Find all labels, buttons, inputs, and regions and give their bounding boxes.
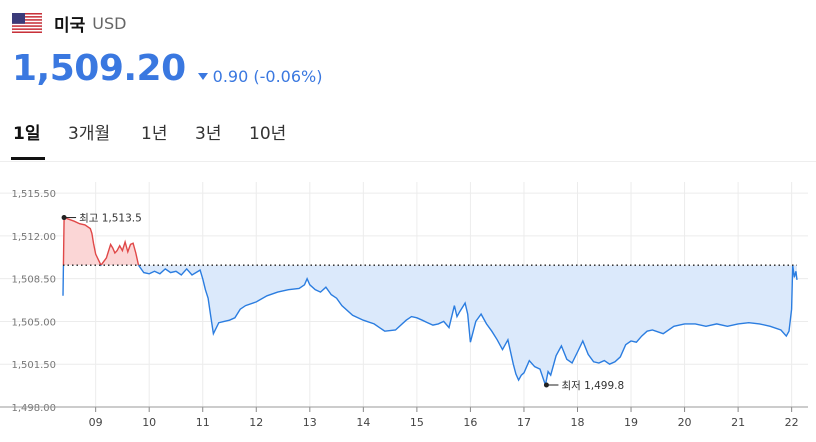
us-flag-icon <box>12 13 42 33</box>
x-tick-label: 17 <box>517 416 531 429</box>
price-chart[interactable]: 1,515.50 1,512.00 1,508.50 1,505.00 1,501.50… <box>0 170 816 440</box>
y-tick-label: 1,512.00 <box>11 232 56 243</box>
x-tick-label: 20 <box>678 416 692 429</box>
price-change-value: 0.90 (-0.06%) <box>212 67 323 86</box>
tab-1d[interactable]: 1일 <box>13 124 41 144</box>
max-marker <box>61 215 67 221</box>
min-label: 최저 1,499.8 <box>561 380 624 392</box>
min-marker <box>543 382 549 388</box>
down-triangle-icon <box>197 73 208 80</box>
currency-code: USD <box>92 13 127 33</box>
x-tick-label: 21 <box>731 416 745 429</box>
price-change: 0.90 (-0.06%) <box>197 67 323 86</box>
x-tick-label: 10 <box>142 416 156 429</box>
area-above-baseline <box>63 217 797 266</box>
area-below-baseline <box>63 265 797 385</box>
period-tabs: 1일 3개월 1년 3년 10년 <box>0 115 816 162</box>
x-tick-label: 16 <box>463 416 477 429</box>
x-tick-label: 14 <box>356 416 370 429</box>
x-tick-label: 09 <box>89 416 103 429</box>
header: 미국 USD <box>12 10 126 36</box>
x-tick-label: 11 <box>196 416 210 429</box>
x-tick-label: 15 <box>410 416 424 429</box>
max-label: 최고 1,513.5 <box>79 213 142 225</box>
y-tick-label: 1,498.00 <box>11 403 56 414</box>
active-tab-indicator <box>11 157 45 160</box>
y-tick-label: 1,505.00 <box>11 317 56 328</box>
y-tick-label: 1,501.50 <box>11 360 56 371</box>
current-price: 1,509.20 <box>12 48 186 89</box>
tab-3y[interactable]: 3년 <box>195 124 222 144</box>
x-tick-label: 12 <box>249 416 263 429</box>
y-tick-label: 1,508.50 <box>11 275 56 286</box>
y-tick-label: 1,515.50 <box>11 189 56 200</box>
tab-1y[interactable]: 1년 <box>141 124 168 144</box>
quote: 1,509.20 0.90 (-0.06%) <box>12 48 322 89</box>
tab-10y[interactable]: 10년 <box>249 124 287 144</box>
country-name: 미국 <box>54 15 86 36</box>
x-tick-label: 19 <box>624 416 638 429</box>
series-line-down <box>62 265 798 388</box>
x-tick-label: 13 <box>303 416 317 429</box>
tab-3m[interactable]: 3개월 <box>68 124 111 144</box>
x-tick-label: 18 <box>570 416 584 429</box>
x-tick-label: 22 <box>785 416 799 429</box>
